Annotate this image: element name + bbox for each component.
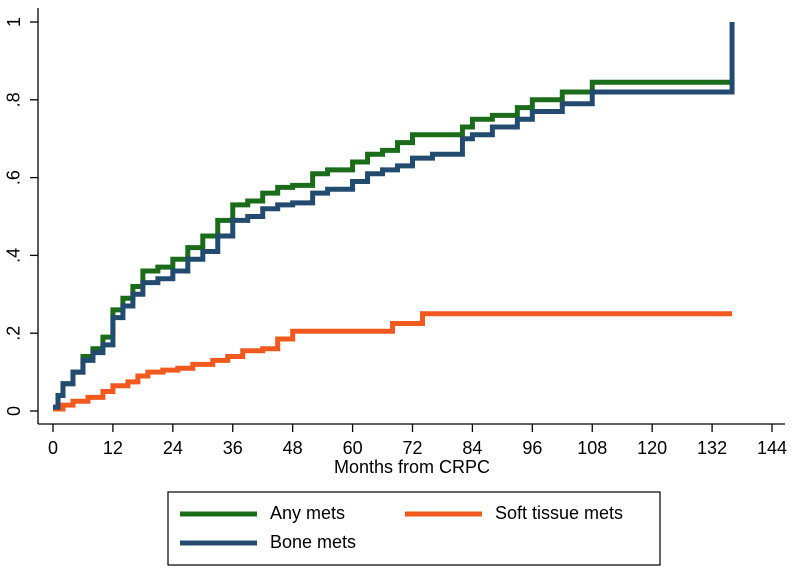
x-tick-label: 24 xyxy=(163,438,183,458)
x-tick-label: 144 xyxy=(757,438,787,458)
y-tick-label: .4 xyxy=(4,248,24,263)
series-line xyxy=(53,22,735,410)
x-tick-label: 48 xyxy=(283,438,303,458)
x-axis-title: Months from CRPC xyxy=(334,457,490,477)
y-tick-label: 1 xyxy=(4,17,24,27)
y-tick-label: .2 xyxy=(4,326,24,341)
x-tick-label: 12 xyxy=(103,438,123,458)
series-line xyxy=(53,311,733,412)
series-line xyxy=(53,79,733,410)
y-tick-label: 0 xyxy=(4,406,24,416)
legend-label: Soft tissue mets xyxy=(495,503,623,523)
legend-label: Bone mets xyxy=(270,532,356,552)
y-tick-label: .8 xyxy=(4,92,24,107)
x-tick-label: 96 xyxy=(522,438,542,458)
x-tick-label: 108 xyxy=(577,438,607,458)
x-tick-label: 36 xyxy=(223,438,243,458)
legend-box xyxy=(167,491,661,566)
legend-label: Any mets xyxy=(270,503,345,523)
y-tick-label: .6 xyxy=(4,170,24,185)
x-tick-label: 120 xyxy=(637,438,667,458)
x-tick-label: 132 xyxy=(697,438,727,458)
x-tick-label: 72 xyxy=(402,438,422,458)
x-tick-label: 0 xyxy=(48,438,58,458)
x-tick-label: 84 xyxy=(462,438,482,458)
x-tick-label: 60 xyxy=(343,438,363,458)
